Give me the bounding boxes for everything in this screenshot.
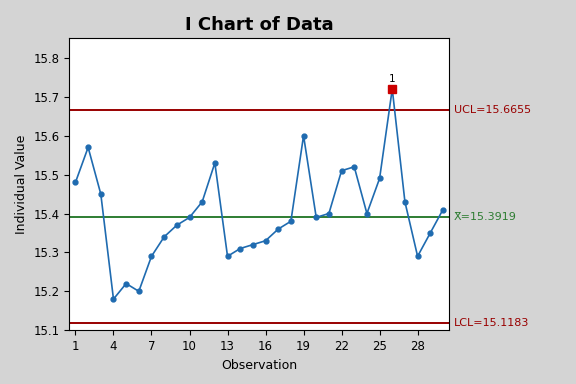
Text: 1: 1	[389, 74, 396, 84]
Y-axis label: Individual Value: Individual Value	[15, 135, 28, 234]
Text: LCL=15.1183: LCL=15.1183	[454, 318, 529, 328]
Text: UCL=15.6655: UCL=15.6655	[454, 105, 531, 115]
X-axis label: Observation: Observation	[221, 359, 297, 371]
Title: I Chart of Data: I Chart of Data	[185, 16, 334, 34]
Text: Χ̅=15.3919: Χ̅=15.3919	[454, 212, 517, 222]
